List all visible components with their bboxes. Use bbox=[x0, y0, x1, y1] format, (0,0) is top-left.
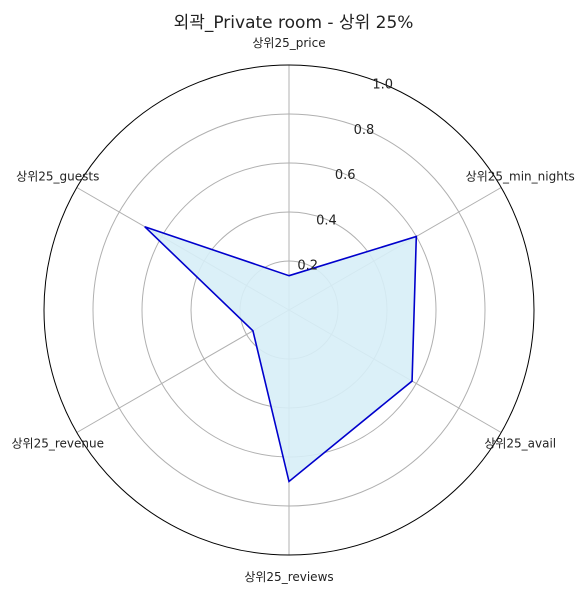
r-tick-label: 1.0 bbox=[372, 78, 393, 93]
r-tick-label: 0.2 bbox=[297, 259, 318, 274]
axis-label-0: 상위25_price bbox=[252, 36, 325, 50]
r-tick-label: 0.6 bbox=[335, 168, 356, 183]
series-line bbox=[144, 225, 418, 483]
chart-title: 외곽_Private room - 상위 25% bbox=[173, 13, 414, 33]
axis-label-2: 상위25_avail bbox=[484, 437, 556, 451]
radar-frame bbox=[43, 64, 535, 556]
axis-label-1: 상위25_min_nights bbox=[466, 170, 575, 184]
axis-label-4: 상위25_revenue bbox=[12, 437, 104, 451]
series-area bbox=[144, 226, 417, 482]
r-tick-label: 0.8 bbox=[354, 123, 375, 138]
axis-label-5: 상위25_guests bbox=[16, 170, 99, 184]
axis-label-3: 상위25_reviews bbox=[244, 570, 333, 584]
r-tick-label: 0.4 bbox=[316, 213, 337, 228]
